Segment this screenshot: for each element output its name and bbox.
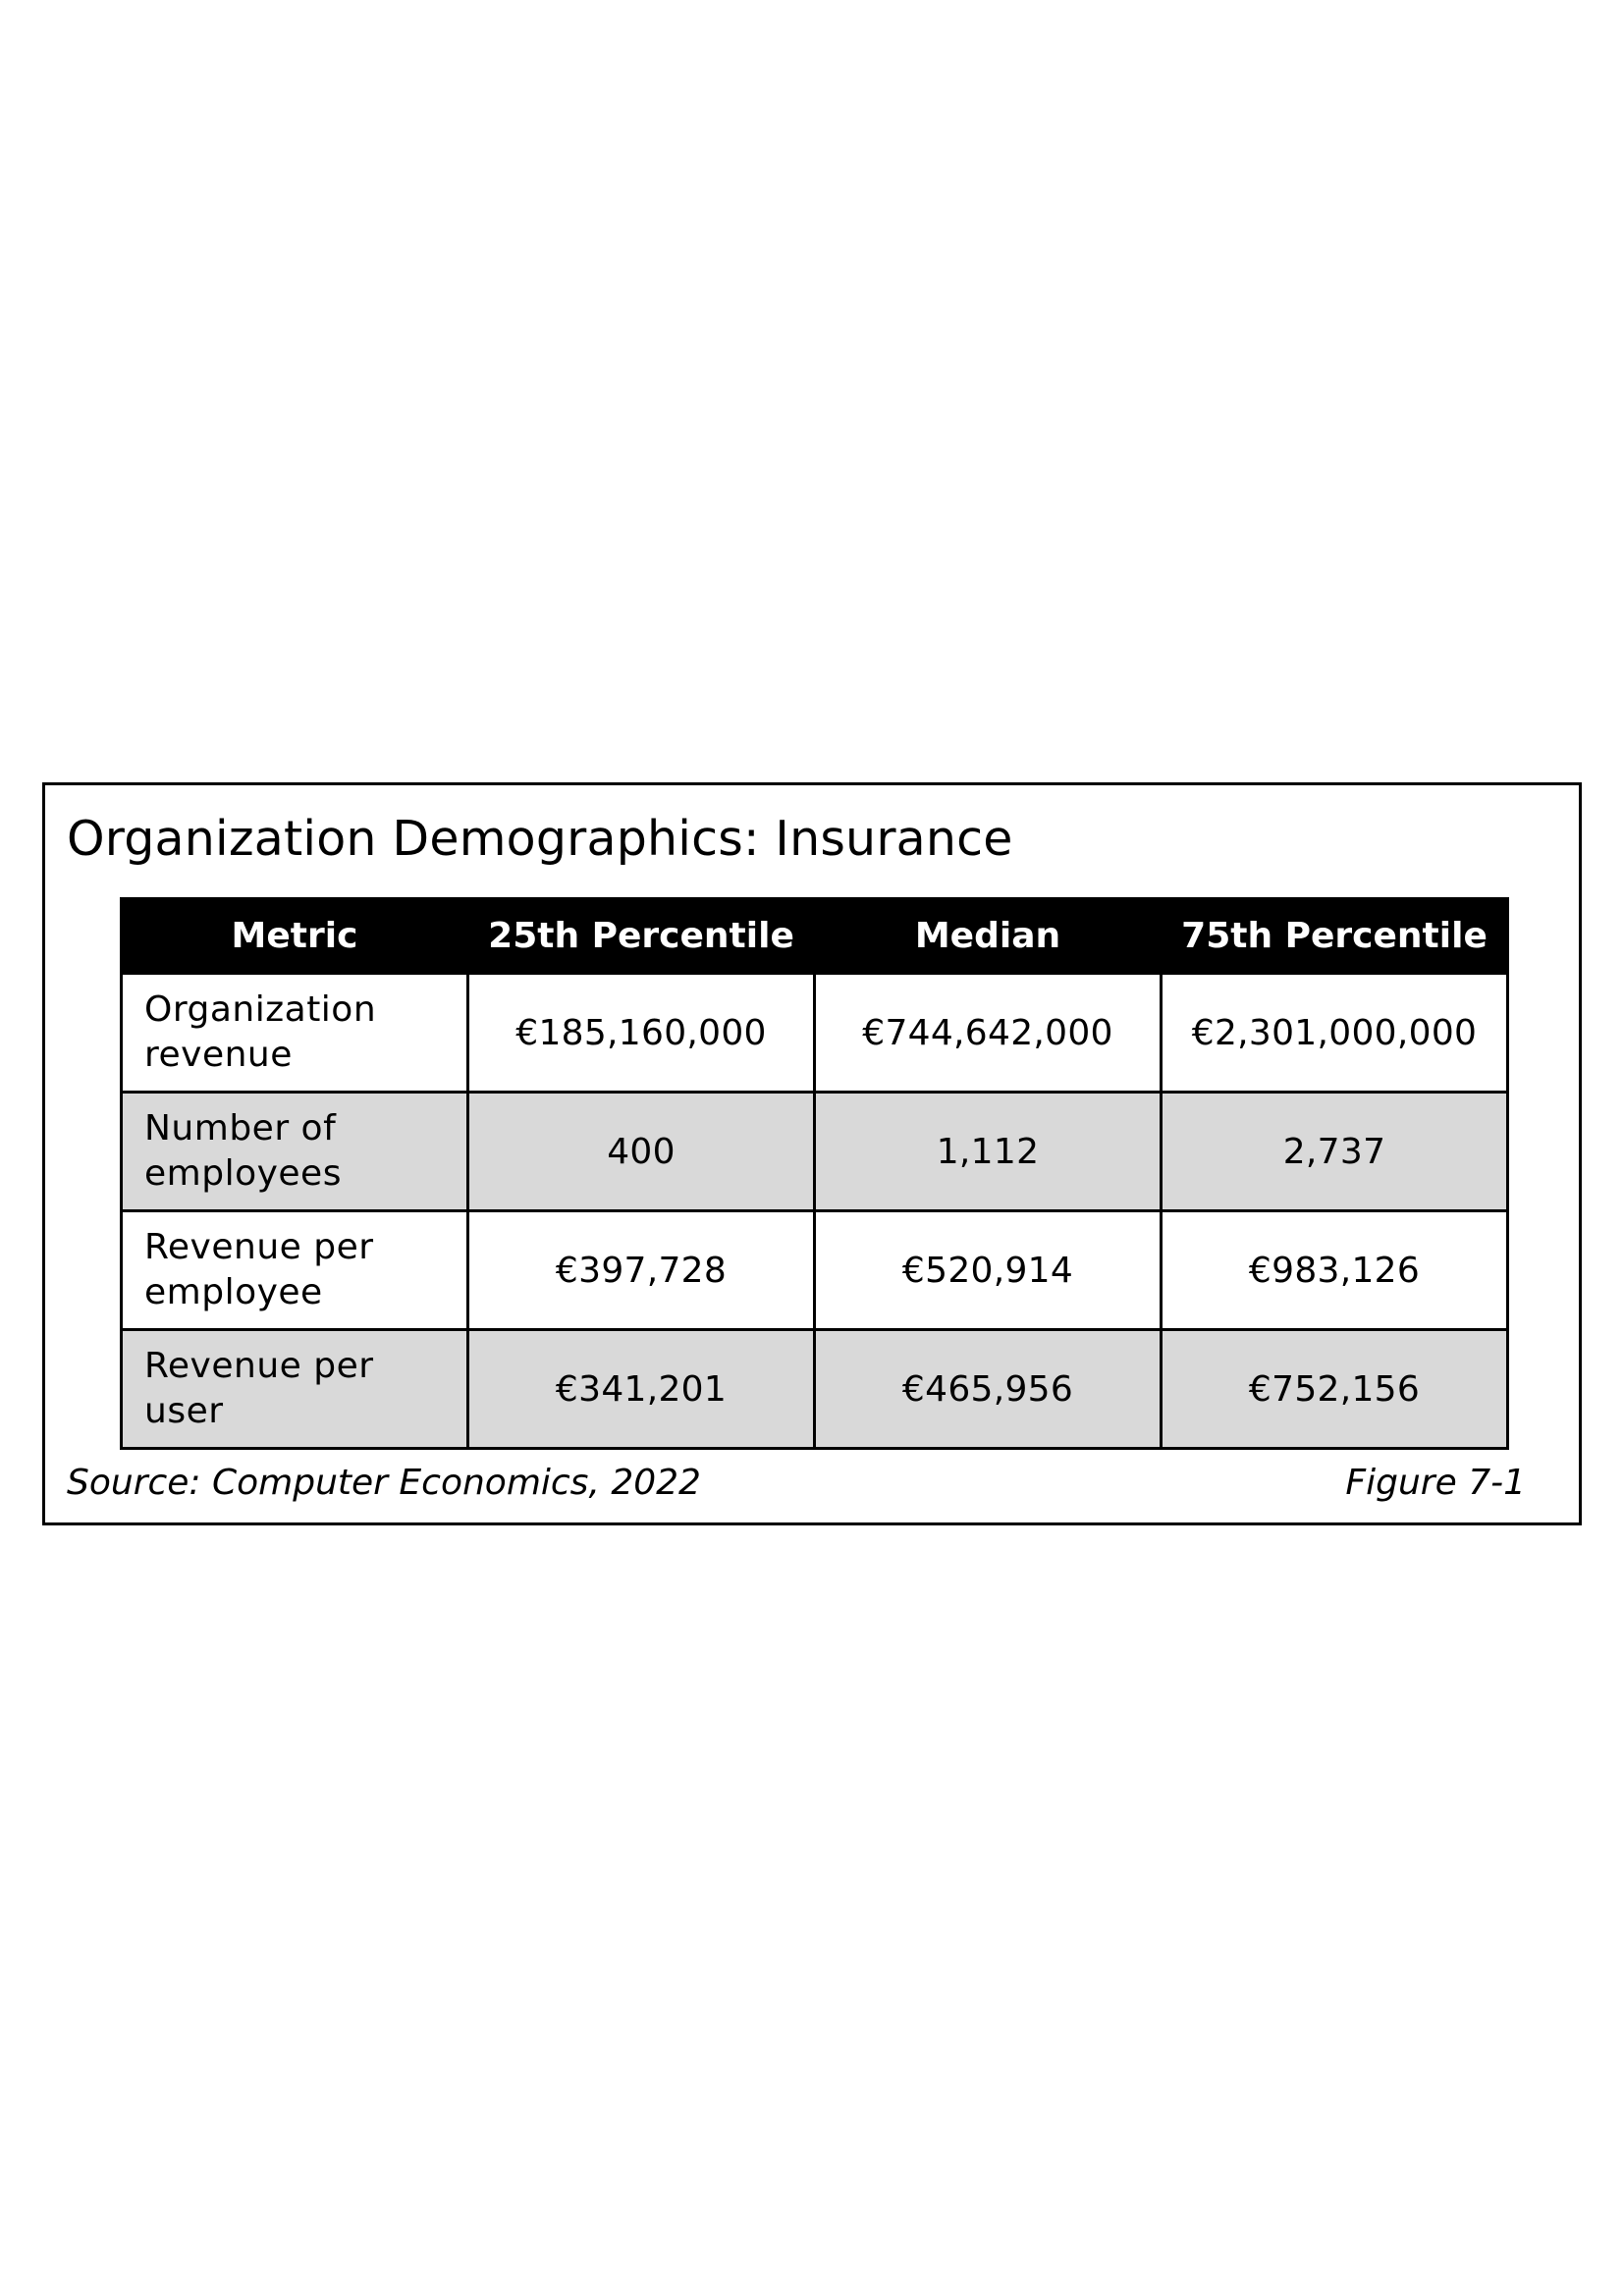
table-row: Revenue per user €341,201 €465,956 €752,…: [120, 1328, 1509, 1450]
metric-cell: Number of employees: [120, 1091, 469, 1212]
demographics-table: Metric 25th Percentile Median 75th Perce…: [120, 897, 1509, 1450]
source-caption: Source: Computer Economics, 2022: [67, 1463, 701, 1503]
p75-cell: €752,156: [1160, 1328, 1509, 1450]
p25-cell: €397,728: [466, 1209, 816, 1331]
header-metric: Metric: [120, 897, 469, 975]
table-row: Number of employees 400 1,112 2,737: [120, 1091, 1509, 1212]
median-cell: 1,112: [813, 1091, 1163, 1212]
header-median: Median: [813, 897, 1163, 975]
median-cell: €520,914: [813, 1209, 1163, 1331]
metric-cell: Revenue per user: [120, 1328, 469, 1450]
table-row: Organization revenue €185,160,000 €744,6…: [120, 972, 1509, 1094]
header-25th-percentile: 25th Percentile: [466, 897, 816, 975]
p25-cell: €341,201: [466, 1328, 816, 1450]
table-header-row: Metric 25th Percentile Median 75th Perce…: [120, 897, 1509, 975]
figure-box: Organization Demographics: Insurance Met…: [42, 782, 1582, 1525]
figure-number: Figure 7-1: [1345, 1463, 1526, 1503]
p75-cell: 2,737: [1160, 1091, 1509, 1212]
metric-cell: Revenue per employee: [120, 1209, 469, 1331]
header-75th-percentile: 75th Percentile: [1160, 897, 1509, 975]
median-cell: €744,642,000: [813, 972, 1163, 1094]
p25-cell: 400: [466, 1091, 816, 1212]
p25-cell: €185,160,000: [466, 972, 816, 1094]
median-cell: €465,956: [813, 1328, 1163, 1450]
figure-title: Organization Demographics: Insurance: [67, 811, 1013, 867]
table-row: Revenue per employee €397,728 €520,914 €…: [120, 1209, 1509, 1331]
p75-cell: €983,126: [1160, 1209, 1509, 1331]
p75-cell: €2,301,000,000: [1160, 972, 1509, 1094]
metric-cell: Organization revenue: [120, 972, 469, 1094]
